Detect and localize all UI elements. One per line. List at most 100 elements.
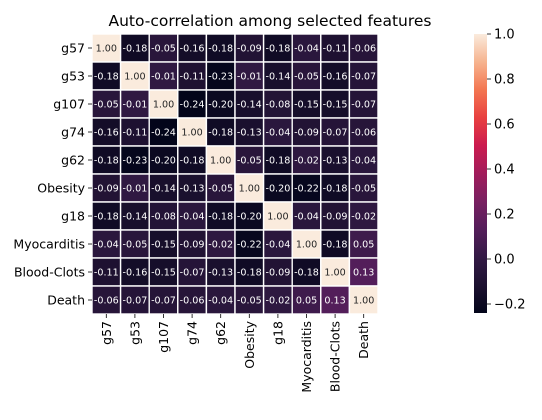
cell-value-label: -0.01	[151, 71, 176, 82]
cell-value-label: -0.04	[265, 127, 290, 138]
heatmap-cell	[348, 89, 379, 119]
cell-value-label: -0.13	[208, 267, 233, 278]
colorbar-tick-label: 0.0	[494, 253, 515, 268]
x-tick-label: g107	[156, 321, 171, 353]
y-tick-label: g57	[61, 41, 85, 56]
cell-value-label: -0.01	[122, 183, 147, 194]
cell-value-label: -0.06	[94, 295, 119, 306]
cell-value-label: -0.04	[94, 239, 119, 250]
x-tick-label: Obesity	[242, 320, 257, 368]
heatmap-cell	[262, 229, 293, 259]
cell-value-label: 1.00	[124, 71, 145, 82]
cell-value-label: 1.00	[353, 295, 374, 306]
y-tick-label: g107	[53, 97, 85, 112]
cell-value-label: -0.06	[351, 127, 376, 138]
heatmap-cell	[320, 201, 351, 231]
heatmap-cell	[262, 201, 293, 231]
cell-value-label: 1.00	[267, 211, 288, 222]
heatmap-cell	[234, 61, 265, 91]
cell-value-label: -0.11	[180, 71, 205, 82]
heatmap-cell	[348, 33, 379, 63]
cell-value-label: -0.02	[294, 155, 319, 166]
cell-value-label: -0.13	[180, 183, 205, 194]
cell-value-label: -0.06	[180, 295, 205, 306]
heatmap-cell	[234, 117, 265, 147]
cell-value-label: -0.14	[122, 211, 147, 222]
cell-value-label: -0.02	[351, 211, 376, 222]
cell-value-label: -0.04	[265, 239, 290, 250]
heatmap-cell	[348, 201, 379, 231]
cell-value-label: -0.11	[94, 267, 119, 278]
cell-value-label: -0.07	[180, 267, 205, 278]
cell-value-label: -0.04	[294, 211, 319, 222]
y-tick-label: Myocarditis	[13, 237, 85, 252]
x-axis-ticks: g57 g53 g107 g74 g62 Obesity g18 Myocarditis Blo…	[99, 314, 371, 393]
x-tick-label: g62	[213, 321, 228, 345]
cell-value-label: 1.00	[96, 43, 117, 54]
cell-value-label: -0.06	[351, 43, 376, 54]
colorbar-bar	[474, 34, 487, 313]
cell-value-label: -0.09	[237, 43, 262, 54]
x-tick-label: Death	[356, 321, 371, 359]
cell-value-label: -0.18	[208, 43, 233, 54]
heatmap-cell	[205, 173, 236, 203]
cell-value-label: 0.05	[353, 239, 374, 250]
cell-value-label: -0.18	[94, 211, 119, 222]
cell-value-label: -0.04	[208, 295, 233, 306]
y-tick-label: Obesity	[37, 181, 85, 196]
cell-value-label: -0.04	[351, 155, 376, 166]
y-tick-label: g74	[61, 125, 85, 140]
heatmap-cell	[262, 89, 293, 119]
cell-value-label: -0.05	[122, 239, 147, 250]
colorbar-tick-label: 0.2	[494, 208, 515, 223]
cell-annotations: 1.00 -0.18 -0.05 -0.16 -0.18 -0.09 -0.18 -0.04-…	[94, 43, 376, 306]
cell-value-label: -0.18	[122, 43, 147, 54]
cell-value-label: -0.22	[294, 183, 319, 194]
colorbar-tick-label: 0.8	[494, 73, 515, 88]
heatmap-cell	[348, 229, 379, 259]
cell-value-label: -0.20	[151, 155, 176, 166]
cell-value-label: 1.00	[296, 239, 317, 250]
cell-value-label: -0.18	[94, 71, 119, 82]
cell-value-label: -0.01	[122, 99, 147, 110]
y-tick-label: Blood-Clots	[14, 265, 85, 280]
heatmap-cell	[119, 257, 150, 287]
heatmap-cell	[348, 257, 379, 287]
cell-value-label: -0.18	[323, 183, 348, 194]
x-tick-label: Blood-Clots	[328, 321, 343, 392]
heatmap-cell	[291, 229, 322, 259]
heatmap-cell	[262, 117, 293, 147]
cell-value-label: -0.07	[323, 127, 348, 138]
cell-value-label: -0.02	[208, 239, 233, 250]
cell-value-label: -0.22	[237, 239, 262, 250]
cell-value-label: -0.04	[294, 43, 319, 54]
heatmap-cell	[320, 229, 351, 259]
cell-value-label: -0.09	[294, 127, 319, 138]
heatmap-cells	[91, 33, 379, 315]
x-tick-label: g57	[99, 321, 114, 345]
heatmap-cell	[234, 285, 265, 315]
cell-value-label: 0.13	[324, 295, 345, 306]
y-tick-label: Death	[47, 293, 85, 308]
x-tick-label: g18	[270, 321, 285, 345]
cell-value-label: -0.18	[265, 155, 290, 166]
cell-value-label: -0.07	[151, 295, 176, 306]
heatmap-cell	[177, 201, 208, 231]
cell-value-label: -0.01	[237, 71, 262, 82]
y-tick-label: g53	[61, 69, 85, 84]
heatmap-cell	[291, 201, 322, 231]
heatmap-cell	[291, 285, 322, 315]
cell-value-label: -0.07	[351, 99, 376, 110]
cell-value-label: -0.15	[151, 267, 176, 278]
cell-value-label: -0.08	[265, 99, 290, 110]
cell-value-label: 1.00	[239, 183, 260, 194]
heatmap-cell	[291, 257, 322, 287]
heatmap-cell	[177, 173, 208, 203]
cell-value-label: -0.16	[94, 127, 119, 138]
cell-value-label: -0.18	[208, 127, 233, 138]
cell-value-label: -0.05	[151, 43, 176, 54]
heatmap-cell	[205, 257, 236, 287]
cell-value-label: -0.05	[208, 183, 233, 194]
